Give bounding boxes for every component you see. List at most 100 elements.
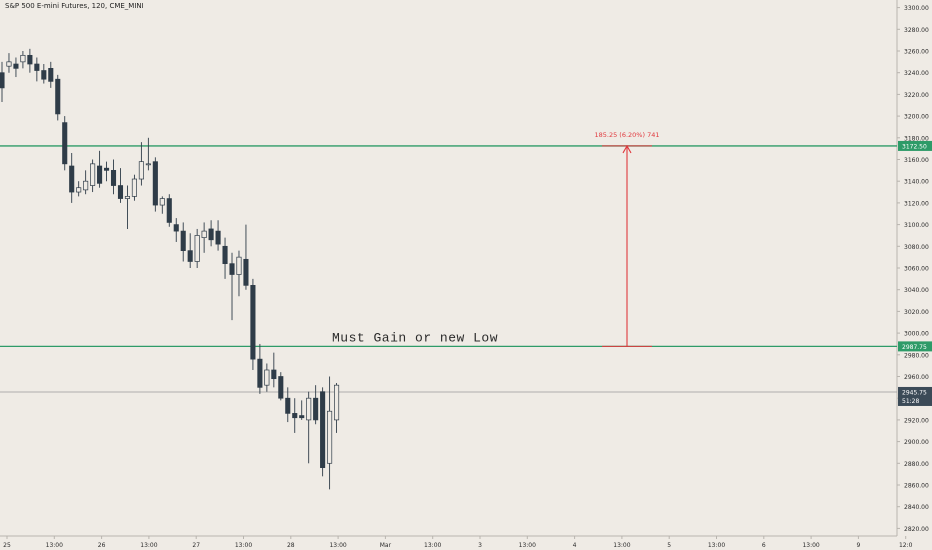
y-tick-label: 2980.00: [904, 352, 929, 359]
candle-bearish: [0, 72, 5, 89]
y-tick-label: 3300.00: [904, 5, 929, 12]
candle-bearish: [257, 358, 263, 388]
x-tick-label: 3: [478, 542, 482, 549]
y-tick-label: 3240.00: [904, 70, 929, 77]
y-tick-label: 3080.00: [904, 244, 929, 251]
y-tick-label: 3120.00: [904, 200, 929, 207]
candle-bearish: [13, 63, 19, 69]
candle-bullish: [138, 161, 144, 180]
y-tick-label: 3060.00: [904, 266, 929, 273]
candle-bearish: [166, 198, 172, 223]
measure-arrow-head: [622, 144, 632, 154]
y-tick-label: 3280.00: [904, 27, 929, 34]
candle-bullish: [201, 230, 207, 238]
countdown-label: 51:28: [902, 398, 919, 405]
candle-bullish: [334, 384, 340, 421]
x-tick-label: 13:00: [235, 542, 252, 549]
candle-bearish: [55, 78, 61, 115]
candle-bearish: [152, 161, 158, 206]
candle-bearish: [313, 397, 319, 421]
candle-bullish: [194, 235, 200, 262]
x-tick-label: 13:00: [140, 542, 157, 549]
candle-bullish: [90, 163, 96, 186]
current-price-tag: [898, 386, 932, 406]
y-tick-label: 3100.00: [904, 222, 929, 229]
y-tick-label: 3020.00: [904, 309, 929, 316]
candle-bearish: [299, 415, 305, 419]
candle-bearish: [69, 165, 75, 193]
annotation-text: Must Gain or new Low: [332, 330, 498, 345]
candle-bullish: [20, 54, 26, 63]
x-tick-label: 25: [3, 542, 11, 549]
x-tick-label: 26: [98, 542, 106, 549]
candle-bullish: [83, 180, 89, 191]
current-price-label: 2945.75: [902, 389, 927, 396]
y-tick-label: 2900.00: [904, 439, 929, 446]
x-tick-label: 12:0: [899, 542, 913, 549]
candle-bearish: [285, 397, 291, 414]
y-tick-label: 3140.00: [904, 179, 929, 186]
x-tick-label: 27: [192, 542, 200, 549]
y-tick-label: 2860.00: [904, 483, 929, 490]
candle-bullish: [159, 198, 165, 206]
y-tick-label: 3220.00: [904, 92, 929, 99]
x-tick-label: 9: [856, 542, 860, 549]
x-tick-label: 13:00: [46, 542, 63, 549]
measure-label: 185.25 (6.20%) 741: [594, 131, 659, 139]
resistance-price-tag: [898, 140, 932, 151]
candle-bearish: [208, 228, 214, 241]
x-tick-label: 28: [287, 542, 295, 549]
candle-bearish: [320, 391, 326, 468]
candle-bearish: [27, 54, 33, 65]
y-tick-label: 2820.00: [904, 526, 929, 533]
x-tick-label: 13:00: [613, 542, 630, 549]
candle-bearish: [48, 68, 54, 82]
candle-bearish: [229, 263, 235, 275]
candle-bearish: [110, 169, 117, 186]
candle-bullish: [327, 410, 333, 464]
x-tick-label: 13:00: [802, 542, 819, 549]
x-tick-label: 5: [667, 542, 671, 549]
x-tick-label: 6: [762, 542, 766, 549]
candle-bullish: [145, 163, 151, 166]
candle-bullish: [264, 369, 270, 386]
y-tick-label: 3260.00: [904, 48, 929, 55]
y-tick-label: 2960.00: [904, 374, 929, 381]
candle-bearish: [41, 70, 47, 80]
x-tick-label: 13:00: [708, 542, 725, 549]
candle-bullish: [76, 187, 82, 193]
y-tick-label: 3180.00: [904, 135, 929, 142]
candle-bullish: [236, 256, 242, 275]
y-tick-label: 3040.00: [904, 287, 929, 294]
candle-bearish: [215, 230, 221, 245]
candle-bearish: [292, 413, 298, 419]
candle-bullish: [124, 196, 131, 199]
y-tick-label: 3000.00: [904, 331, 929, 338]
y-tick-label: 2920.00: [904, 417, 929, 424]
candle-bearish: [222, 245, 228, 265]
candle-bearish: [271, 369, 277, 380]
resistance-price-label: 3172.50: [902, 143, 927, 150]
candle-bullish: [306, 397, 312, 421]
candle-bearish: [180, 230, 186, 251]
y-tick-label: 2880.00: [904, 461, 929, 468]
candle-bullish: [6, 61, 12, 67]
candle-bearish: [62, 122, 68, 165]
support-price-tag: [898, 341, 932, 352]
x-tick-label: 13:00: [424, 542, 441, 549]
candle-bearish: [187, 250, 193, 262]
candle-bearish: [103, 167, 110, 171]
y-tick-label: 2840.00: [904, 504, 929, 511]
x-tick-label: 13:00: [519, 542, 536, 549]
candle-bearish: [97, 165, 103, 184]
x-tick-label: 4: [573, 542, 577, 549]
candle-bearish: [173, 224, 179, 232]
candle-bearish: [250, 285, 256, 360]
chart-title: S&P 500 E-mini Futures, 120, CME_MINI: [5, 2, 144, 10]
candle-bearish: [278, 376, 284, 399]
x-tick-label: Mar: [380, 542, 392, 549]
y-tick-label: 3200.00: [904, 114, 929, 121]
y-tick-label: 3160.00: [904, 157, 929, 164]
